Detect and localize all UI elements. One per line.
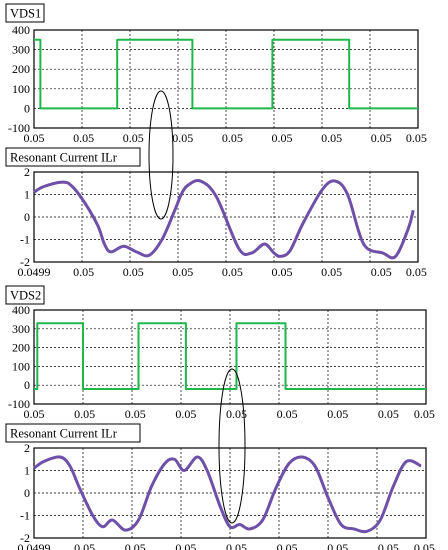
- x-tick-label: 0.05: [123, 265, 144, 279]
- x-tick-label: 0.05: [414, 407, 435, 421]
- chart-title: Resonant Current ILr: [10, 151, 118, 165]
- x-tick-label: 0.05: [74, 541, 95, 550]
- annotation-ellipse: [148, 90, 174, 220]
- y-tick-label: 0: [24, 210, 30, 224]
- y-tick-label: 200: [12, 62, 30, 76]
- x-tick-label: 0.05: [414, 541, 435, 550]
- chart-title-box: VDS1: [5, 3, 45, 23]
- y-tick-label: -100: [8, 397, 30, 411]
- chart-title: VDS2: [10, 289, 41, 303]
- y-tick-label: -2: [20, 531, 30, 545]
- y-tick-label: 300: [12, 322, 30, 336]
- x-tick-label: 0.05: [327, 407, 348, 421]
- chart-title-box: Resonant Current ILr: [5, 147, 141, 167]
- x-tick-label: 0.05: [272, 265, 293, 279]
- x-tick-label: 0.0499: [18, 541, 51, 550]
- x-tick-label: 0.05: [321, 131, 342, 145]
- y-tick-label: 1: [24, 464, 30, 478]
- x-tick-label: 0.05: [378, 541, 399, 550]
- y-tick-label: -1: [20, 233, 30, 247]
- x-tick-label: 0.05: [277, 541, 298, 550]
- y-tick-label: 1: [24, 188, 30, 202]
- x-tick-label: 0.05: [226, 407, 247, 421]
- x-tick-label: 0.05: [222, 265, 243, 279]
- y-tick-label: 400: [12, 23, 30, 37]
- chart-title: Resonant Current ILr: [10, 427, 118, 441]
- y-tick-label: 400: [12, 303, 30, 317]
- x-tick-label: 0.05: [73, 131, 94, 145]
- x-tick-label: 0.05: [172, 131, 193, 145]
- y-tick-label: 100: [12, 82, 30, 96]
- y-tick-label: 0: [24, 101, 30, 115]
- y-tick-label: -2: [20, 255, 30, 269]
- x-tick-label: 0.05: [73, 265, 94, 279]
- x-tick-label: 0.05: [175, 541, 196, 550]
- chart-title: VDS1: [10, 7, 41, 21]
- series-line-1: [33, 179, 415, 260]
- x-tick-label: 0.05: [226, 541, 247, 550]
- y-tick-label: 0: [24, 378, 30, 392]
- x-tick-label: 0.05: [321, 265, 342, 279]
- x-tick-label: 0.05: [371, 131, 392, 145]
- x-tick-label: 0.05: [222, 131, 243, 145]
- y-tick-label: -100: [8, 121, 30, 135]
- x-tick-label: 0.05: [172, 265, 193, 279]
- x-tick-label: 0.05: [327, 541, 348, 550]
- series-line-1: [34, 322, 426, 390]
- series-line-1: [34, 38, 418, 110]
- y-tick-label: 300: [12, 43, 30, 57]
- series-line-1: [33, 455, 422, 534]
- y-tick-label: 100: [12, 359, 30, 373]
- x-tick-label: 0.05: [277, 407, 298, 421]
- x-tick-label: 0.05: [406, 265, 427, 279]
- x-tick-label: 0.05: [406, 131, 427, 145]
- x-tick-label: 0.05: [123, 131, 144, 145]
- y-tick-label: 2: [24, 441, 30, 455]
- x-tick-label: 0.05: [24, 407, 45, 421]
- x-tick-label: 0.05: [371, 265, 392, 279]
- x-tick-label: 0.05: [74, 407, 95, 421]
- y-tick-label: 200: [12, 341, 30, 355]
- annotation-ellipse: [218, 368, 246, 524]
- x-tick-label: 0.0499: [18, 265, 51, 279]
- y-tick-label: 2: [24, 165, 30, 179]
- chart-title-box: VDS2: [5, 285, 45, 305]
- x-tick-label: 0.05: [378, 407, 399, 421]
- chart-title-box: Resonant Current ILr: [5, 423, 141, 443]
- x-tick-label: 0.05: [125, 541, 146, 550]
- x-tick-label: 0.05: [24, 131, 45, 145]
- x-tick-label: 0.05: [175, 407, 196, 421]
- x-tick-label: 0.05: [272, 131, 293, 145]
- y-tick-label: 0: [24, 486, 30, 500]
- x-tick-label: 0.05: [125, 407, 146, 421]
- y-tick-label: -1: [20, 509, 30, 523]
